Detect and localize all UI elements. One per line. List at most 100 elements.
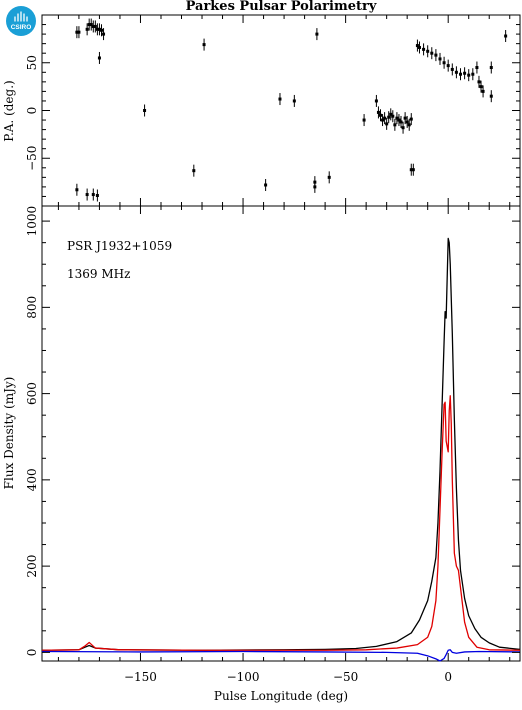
pa-point [504,30,508,43]
pa-marker [292,99,296,103]
pa-marker [411,168,415,172]
flux-y-tick-label: 0 [25,649,39,657]
pa-marker [75,188,79,192]
pa-marker [91,193,95,197]
pa-marker [415,44,419,48]
pa-marker [446,64,450,68]
pa-marker [374,99,378,103]
flux-y-tick-label: 200 [25,555,39,578]
pa-point [313,180,317,193]
pa-marker [434,53,438,57]
pa-marker [397,118,401,122]
pa-marker [409,117,413,121]
pa-marker [393,123,397,127]
pa-point [434,49,438,62]
pa-point [87,18,91,31]
x-tick-label: 0 [444,670,452,684]
pa-point [315,28,319,41]
pa-marker [463,71,467,75]
pa-point [405,115,409,128]
pa-y-tick-label: 50 [25,55,39,70]
pa-point [481,85,485,98]
pa-marker [407,123,411,127]
pa-marker [313,185,317,189]
pa-marker [85,27,89,31]
pa-point [362,114,366,127]
pa-point [99,24,103,37]
logo-text: CSIRO [11,24,32,31]
pa-point [446,59,450,72]
pulsar-name-annotation: PSR J1932+1059 [67,239,172,253]
flux-data-layer [41,237,521,662]
pa-point [292,94,296,107]
pa-marker [422,47,426,51]
pa-point [264,178,268,191]
x-tick-label: −50 [333,670,358,684]
pa-point [489,61,493,74]
pa-point [385,117,389,130]
pa-point [438,52,442,65]
pa-point [409,113,413,126]
pa-marker [401,126,405,130]
pa-marker [381,118,385,122]
pa-point [202,38,206,51]
pa-point [459,68,463,81]
pa-point [417,41,421,54]
pa-marker [202,43,206,47]
pa-marker [378,113,382,117]
pa-point [422,43,426,56]
pa-point [93,20,97,33]
pa-point [407,118,411,131]
pa-point [399,115,403,128]
pa-marker [77,30,81,34]
pa-point [381,114,385,127]
pa-point [77,26,81,39]
pa-point [374,94,378,107]
pa-point [102,28,106,41]
pa-marker [278,97,282,101]
pa-marker [471,72,475,76]
pa-point [97,23,101,36]
pa-point [85,23,89,36]
pa-marker [362,118,366,122]
pa-marker [399,120,403,124]
pa-marker [504,34,508,38]
pa-marker [450,67,454,71]
pa-y-tick-label: −50 [25,146,39,171]
pa-marker [426,49,430,53]
pa-point [401,121,405,134]
pa-marker [395,116,399,120]
pa-marker [403,116,407,120]
pa-marker [454,70,458,74]
pa-marker [387,115,391,119]
pa-point [89,18,93,31]
pa-point [383,112,387,125]
pa-point [91,188,95,201]
x-tick-label: −150 [124,670,157,684]
flux-panel-frame [41,205,521,662]
pa-point [393,118,397,131]
frequency-annotation: 1369 MHz [67,267,130,281]
pa-y-tick-label: 0 [25,107,39,115]
pa-marker [479,85,483,89]
pa-point [397,114,401,127]
pa-marker [85,193,89,197]
flux-y-tick-label: 800 [25,296,39,319]
pa-point [471,68,475,81]
pa-marker [75,30,79,34]
pa-marker [385,122,389,126]
pa-point [75,26,79,39]
pa-marker [97,56,101,60]
pa-point [391,110,395,123]
pa-marker [87,23,91,27]
flux-y-tick-label: 1000 [25,206,39,237]
pa-marker [376,110,380,114]
pa-point [395,112,399,125]
pa-point [91,20,95,33]
flux-axis-label: Flux Density (mJy) [2,377,16,490]
pa-marker [327,175,331,179]
pa-point [378,109,382,122]
pa-marker [481,89,485,93]
csiro-logo: CSIRO [6,6,36,36]
